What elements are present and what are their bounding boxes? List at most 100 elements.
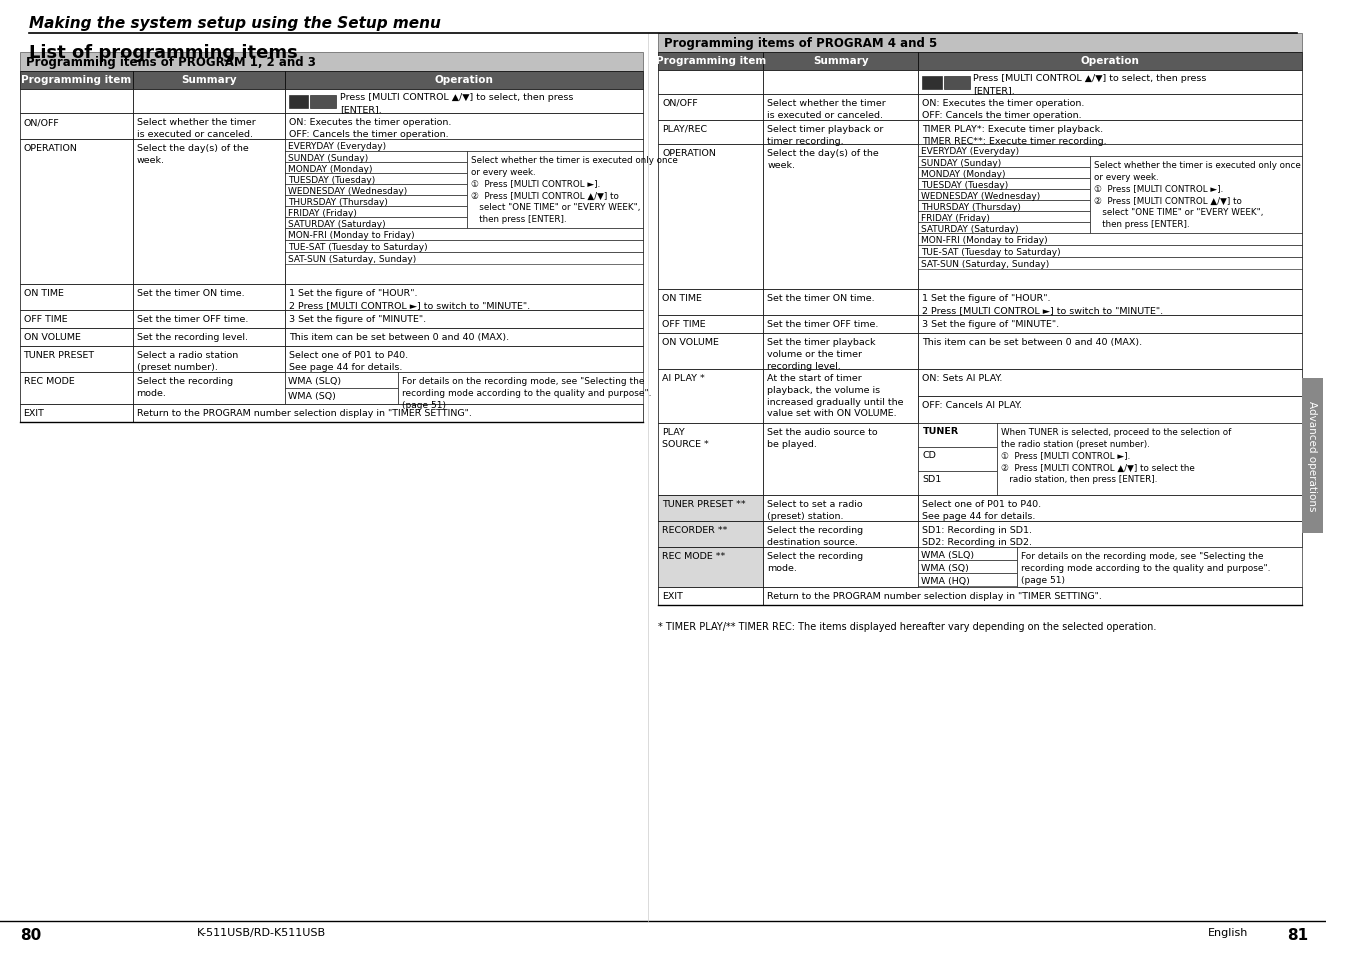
Text: OPERATION: OPERATION bbox=[662, 149, 716, 158]
Text: SUNDAY (Sunday): SUNDAY (Sunday) bbox=[288, 153, 369, 163]
Bar bbox=[763, 547, 918, 587]
Bar bbox=[763, 587, 1301, 605]
Text: TUE-SAT (Tuesday to Saturday): TUE-SAT (Tuesday to Saturday) bbox=[288, 243, 428, 252]
Text: EVERYDAY (Everyday): EVERYDAY (Everyday) bbox=[288, 142, 386, 151]
Text: Summary: Summary bbox=[181, 75, 236, 85]
Text: Set the timer OFF time.: Set the timer OFF time. bbox=[136, 314, 248, 324]
Bar bbox=[285, 140, 644, 152]
Text: WMA (SLQ): WMA (SLQ) bbox=[288, 376, 342, 386]
Bar bbox=[310, 96, 336, 109]
Bar bbox=[659, 547, 763, 587]
Text: PLAY/REC: PLAY/REC bbox=[662, 125, 707, 133]
Text: Select whether the timer
is executed or canceled.: Select whether the timer is executed or … bbox=[136, 118, 255, 138]
Text: Return to the PROGRAM number selection display in "TIMER SETTING".: Return to the PROGRAM number selection d… bbox=[767, 592, 1102, 600]
Text: OPERATION: OPERATION bbox=[23, 144, 77, 152]
Bar bbox=[285, 90, 644, 113]
Text: TIMER PLAY*: Execute timer playback.
TIMER REC**: Execute timer recording.: TIMER PLAY*: Execute timer playback. TIM… bbox=[922, 125, 1107, 146]
Bar bbox=[132, 113, 285, 140]
Bar bbox=[20, 311, 132, 329]
Bar bbox=[763, 95, 918, 121]
Bar bbox=[998, 423, 1301, 496]
Text: SAT-SUN (Saturday, Sunday): SAT-SUN (Saturday, Sunday) bbox=[922, 260, 1050, 269]
Text: TUNER PRESET: TUNER PRESET bbox=[23, 351, 95, 359]
Text: Select the day(s) of the
week.: Select the day(s) of the week. bbox=[767, 149, 879, 170]
Text: List of programming items: List of programming items bbox=[30, 44, 298, 62]
Bar bbox=[918, 168, 1091, 179]
Bar bbox=[918, 179, 1091, 190]
Text: MON-FRI (Monday to Friday): MON-FRI (Monday to Friday) bbox=[288, 231, 414, 240]
Bar bbox=[20, 405, 132, 422]
Bar bbox=[132, 140, 285, 285]
Bar bbox=[918, 145, 1301, 157]
Text: WMA (SLQ): WMA (SLQ) bbox=[922, 551, 975, 559]
Text: MON-FRI (Monday to Friday): MON-FRI (Monday to Friday) bbox=[922, 235, 1048, 245]
Bar bbox=[659, 145, 763, 290]
Text: Set the timer ON time.: Set the timer ON time. bbox=[767, 294, 875, 303]
Bar bbox=[285, 389, 398, 405]
Bar bbox=[763, 521, 918, 547]
Bar bbox=[285, 113, 644, 140]
Text: OFF TIME: OFF TIME bbox=[662, 319, 706, 329]
Text: FRIDAY (Friday): FRIDAY (Friday) bbox=[288, 209, 356, 218]
Bar bbox=[132, 347, 285, 373]
Bar bbox=[763, 53, 918, 71]
Bar bbox=[285, 311, 644, 329]
Bar bbox=[763, 145, 918, 290]
Text: English: English bbox=[1208, 927, 1249, 937]
Text: 81: 81 bbox=[1287, 927, 1308, 942]
Bar bbox=[659, 121, 763, 145]
Text: MONDAY (Monday): MONDAY (Monday) bbox=[922, 170, 1006, 179]
Bar bbox=[285, 347, 644, 373]
Text: OFF: Cancels AI PLAY.: OFF: Cancels AI PLAY. bbox=[922, 400, 1022, 410]
Text: Select the day(s) of the
week.: Select the day(s) of the week. bbox=[136, 144, 248, 165]
Bar bbox=[918, 472, 998, 496]
Text: REC MODE **: REC MODE ** bbox=[662, 552, 725, 560]
Bar bbox=[918, 190, 1091, 201]
Bar bbox=[763, 334, 918, 370]
Text: ON TIME: ON TIME bbox=[662, 294, 702, 303]
Text: ON/OFF: ON/OFF bbox=[23, 118, 59, 127]
Bar bbox=[285, 253, 644, 265]
Text: Select timer playback or
timer recording.: Select timer playback or timer recording… bbox=[767, 125, 884, 146]
Bar bbox=[285, 373, 398, 389]
Bar bbox=[944, 77, 969, 90]
Bar bbox=[20, 140, 132, 285]
Text: Press [MULTI CONTROL ▲/▼] to select, then press
[ENTER].: Press [MULTI CONTROL ▲/▼] to select, the… bbox=[973, 74, 1207, 94]
Bar bbox=[285, 140, 644, 285]
Bar bbox=[918, 547, 1017, 560]
Bar bbox=[285, 207, 467, 218]
Text: EVERYDAY (Everyday): EVERYDAY (Everyday) bbox=[922, 147, 1019, 156]
Text: Advanced operations: Advanced operations bbox=[1307, 401, 1318, 511]
Bar bbox=[285, 185, 467, 195]
Bar bbox=[132, 71, 285, 90]
Bar bbox=[20, 71, 132, 90]
Text: This item can be set between 0 and 40 (MAX).: This item can be set between 0 and 40 (M… bbox=[922, 337, 1142, 347]
Text: TUESDAY (Tuesday): TUESDAY (Tuesday) bbox=[288, 175, 375, 185]
Bar bbox=[20, 329, 132, 347]
Bar bbox=[132, 373, 285, 405]
Text: 80: 80 bbox=[20, 927, 40, 942]
Text: TUE-SAT (Tuesday to Saturday): TUE-SAT (Tuesday to Saturday) bbox=[922, 248, 1061, 256]
Text: TUESDAY (Tuesday): TUESDAY (Tuesday) bbox=[922, 181, 1008, 190]
Text: ON: Executes the timer operation.
OFF: Cancels the timer operation.: ON: Executes the timer operation. OFF: C… bbox=[289, 118, 451, 138]
Text: RECORDER **: RECORDER ** bbox=[662, 525, 728, 535]
Text: SATURDAY (Saturday): SATURDAY (Saturday) bbox=[922, 225, 1019, 233]
Bar bbox=[20, 90, 132, 113]
Text: 3 Set the figure of "MINUTE".: 3 Set the figure of "MINUTE". bbox=[922, 319, 1060, 329]
Bar bbox=[763, 315, 918, 334]
Bar bbox=[285, 229, 644, 241]
Text: Select one of P01 to P40.
See page 44 for details.: Select one of P01 to P40. See page 44 fo… bbox=[289, 351, 408, 372]
Bar bbox=[763, 370, 918, 423]
Text: When TUNER is selected, proceed to the selection of
the radio station (preset nu: When TUNER is selected, proceed to the s… bbox=[1000, 428, 1231, 484]
Text: ON VOLUME: ON VOLUME bbox=[662, 337, 720, 347]
Bar bbox=[285, 241, 644, 253]
Bar bbox=[1091, 157, 1301, 233]
Bar bbox=[918, 521, 1301, 547]
Text: Set the audio source to
be played.: Set the audio source to be played. bbox=[767, 428, 878, 448]
Text: Set the timer ON time.: Set the timer ON time. bbox=[136, 289, 244, 297]
Text: THURSDAY (Thursday): THURSDAY (Thursday) bbox=[922, 203, 1022, 212]
Text: Select whether the timer
is executed or canceled.: Select whether the timer is executed or … bbox=[767, 99, 886, 120]
Bar bbox=[659, 496, 763, 521]
Text: FRIDAY (Friday): FRIDAY (Friday) bbox=[922, 213, 991, 223]
Text: WMA (SQ): WMA (SQ) bbox=[288, 392, 336, 400]
